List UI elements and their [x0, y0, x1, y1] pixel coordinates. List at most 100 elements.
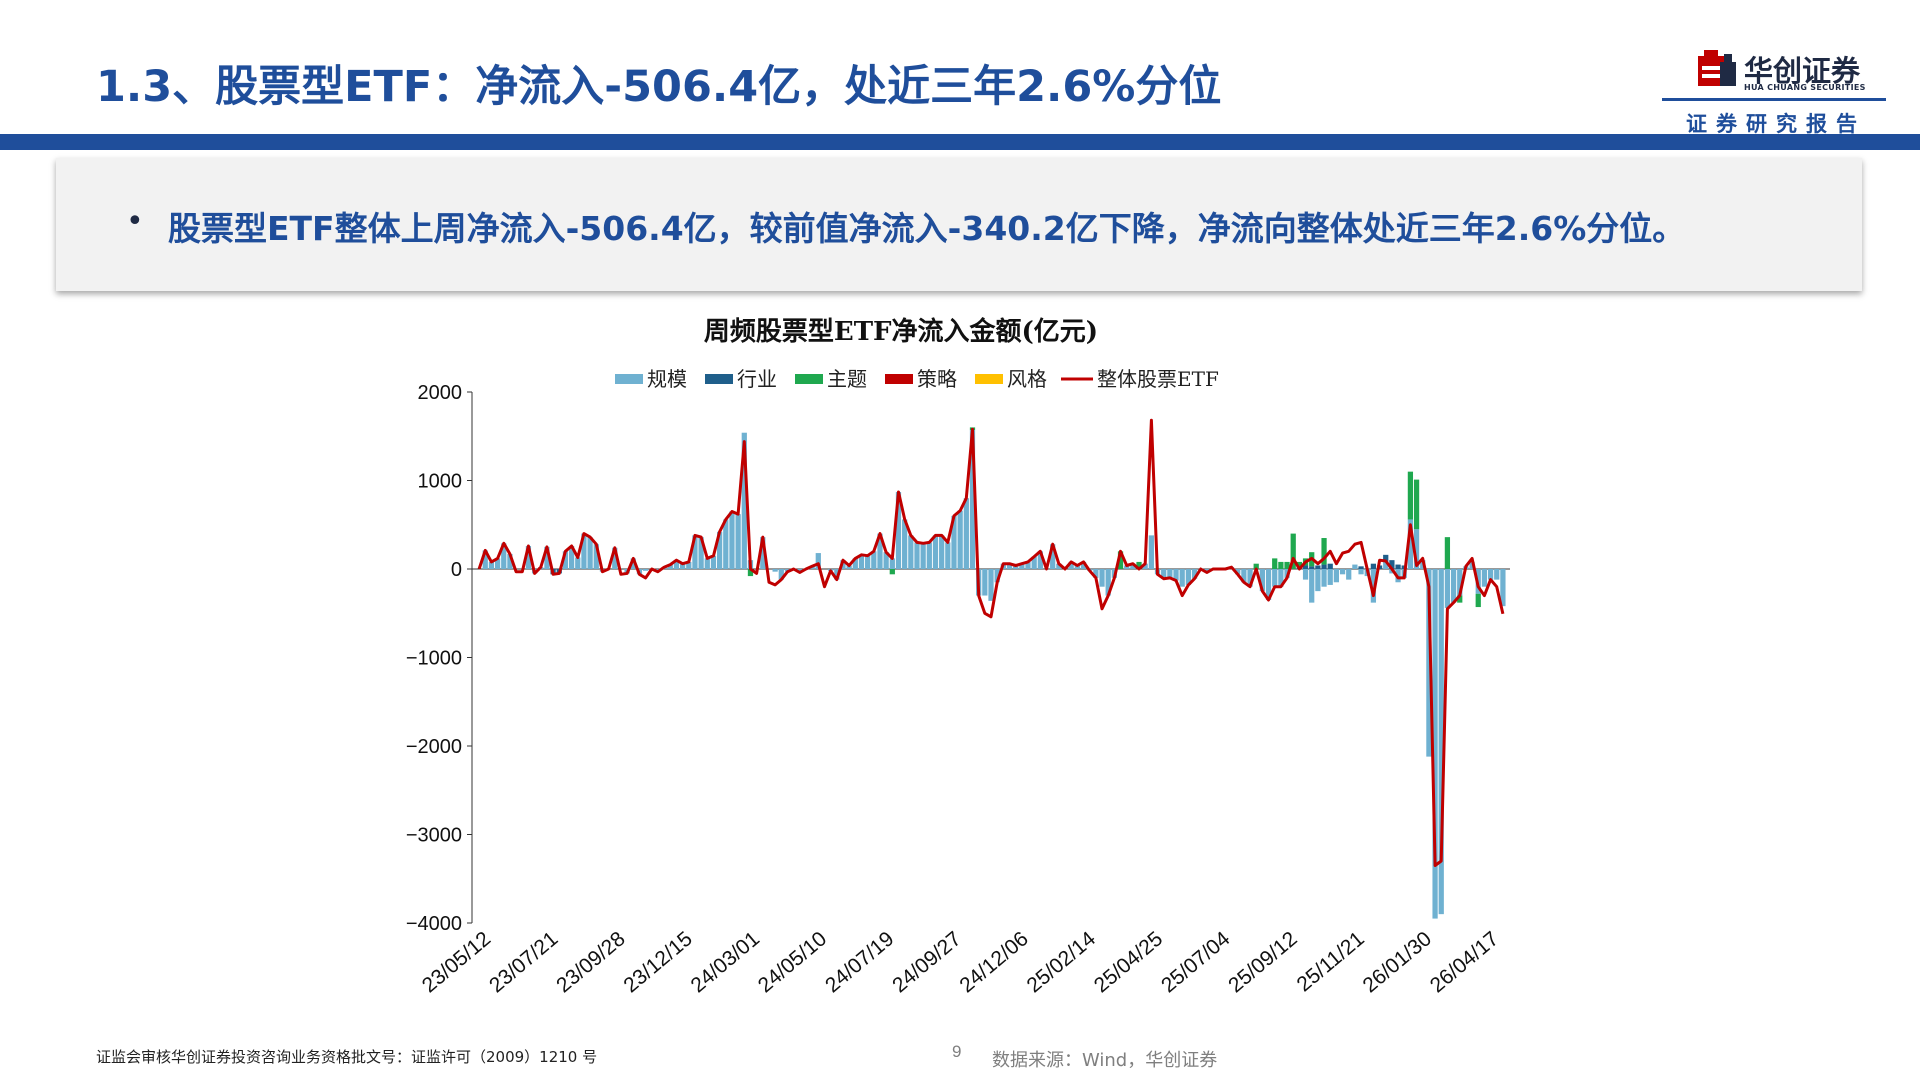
- bar-规模-78: [957, 510, 963, 569]
- y-tick-label: −4000: [406, 913, 462, 935]
- report-tagline: 证券研究报告: [1686, 111, 1866, 136]
- bar-规模-136: [1315, 569, 1321, 592]
- bar-主题-159: [1457, 595, 1463, 603]
- bar-规模-114: [1179, 569, 1185, 587]
- legend-label-1: 行业: [737, 367, 777, 391]
- bar-规模-108: [1142, 563, 1148, 569]
- bar-规模-141: [1346, 569, 1352, 580]
- bar-规模-66: [883, 552, 889, 569]
- title-banner: [0, 134, 1920, 150]
- bar-规模-135: [1309, 569, 1315, 603]
- bar-规模-115: [1185, 569, 1191, 585]
- bar-规模-129: [1272, 569, 1278, 587]
- y-tick-label: 1000: [418, 471, 463, 493]
- bar-规模-69: [902, 519, 908, 569]
- data-source: 数据来源：Wind，华创证券: [992, 1050, 1218, 1071]
- bar-规模-90: [1031, 556, 1037, 569]
- bar-规模-94: [1056, 563, 1062, 569]
- y-tick-label: 2000: [418, 382, 463, 404]
- bar-主题-130: [1278, 561, 1284, 569]
- x-tick-label: 24/07/19: [821, 927, 898, 997]
- x-tick-label: 23/09/28: [552, 927, 629, 997]
- bar-规模-158: [1450, 569, 1457, 603]
- bar-规模-37: [704, 558, 710, 569]
- bar-规模-61: [852, 558, 858, 569]
- bar-行业-137: [1321, 564, 1327, 569]
- bar-规模-106: [1130, 563, 1136, 569]
- bar-主题-104: [1117, 551, 1124, 569]
- bar-规模-18: [587, 537, 593, 569]
- x-tick-label: 25/02/14: [1023, 927, 1101, 997]
- bar-规模-101: [1099, 569, 1105, 587]
- bar-规模-163: [1481, 569, 1488, 587]
- bar-主题-131: [1284, 561, 1290, 569]
- bar-规模-166: [1500, 569, 1506, 607]
- bar-主题-107: [1136, 561, 1142, 569]
- legend-label-2: 主题: [827, 367, 867, 391]
- bar-行业-138: [1327, 563, 1333, 569]
- line-total-etf: [477, 418, 1505, 867]
- bar-规模-100: [1093, 569, 1099, 578]
- bar-规模-72: [920, 543, 926, 569]
- bar-规模-31: [667, 564, 673, 569]
- bar-规模-154: [1426, 569, 1432, 757]
- bar-规模-113: [1173, 569, 1179, 581]
- bar-规模-89: [1025, 561, 1031, 569]
- bar-规模-96: [1068, 561, 1074, 569]
- bar-主题-137: [1321, 538, 1327, 565]
- brand-divider: [1662, 98, 1886, 101]
- y-tick-label: −3000: [406, 825, 462, 847]
- bar-规模-156: [1438, 569, 1444, 915]
- legend-swatch-2: [795, 374, 823, 384]
- bar-规模-143: [1358, 569, 1364, 575]
- x-tick-label: 23/05/12: [418, 927, 495, 997]
- bar-规模-41: [729, 511, 735, 569]
- page-number: 9: [952, 1042, 962, 1061]
- bar-规模-32: [673, 560, 680, 569]
- bar-规模-4: [501, 543, 507, 569]
- x-tick-label: 26/01/30: [1359, 927, 1436, 997]
- bar-规模-152: [1413, 529, 1420, 569]
- bar-规模-116: [1191, 569, 1198, 579]
- bar-规模-80: [969, 430, 976, 569]
- footer-license-note: 证监会审核华创证券投资咨询业务资格批文号：证监许可（2009）1210 号: [96, 1048, 598, 1066]
- bar-规模-130: [1278, 569, 1284, 587]
- bar-主题-126: [1253, 563, 1259, 569]
- bar-规模-142: [1352, 564, 1358, 569]
- bar-行业-143: [1358, 566, 1364, 569]
- bar-规模-63: [865, 555, 871, 569]
- bar-规模-84: [994, 569, 1000, 583]
- bar-规模-137: [1321, 569, 1327, 587]
- bar-规模-62: [858, 554, 865, 569]
- bar-规模-2: [488, 561, 495, 569]
- bar-规模-93: [1050, 544, 1056, 569]
- bar-规模-48: [772, 569, 778, 572]
- bar-行业-147: [1383, 554, 1389, 562]
- bar-行业-148: [1389, 560, 1395, 569]
- bar-规模-19: [593, 544, 599, 569]
- bar-规模-147: [1383, 561, 1389, 569]
- bar-规模-52: [797, 569, 803, 573]
- bar-规模-58: [834, 569, 840, 580]
- bar-规模-112: [1167, 569, 1173, 578]
- bar-规模-35: [692, 535, 698, 569]
- etf-flow-chart: 周频股票型ETF净流入金额(亿元) 规模 行业 主题 策略 风格 整体股票ETF 2000 10…: [406, 316, 1510, 997]
- bar-规模-157: [1444, 569, 1451, 608]
- bar-规模-128: [1265, 569, 1272, 600]
- bar-规模-27: [642, 569, 649, 571]
- bar-规模-16: [575, 557, 581, 569]
- bar-规模-49: [778, 569, 784, 580]
- bar-主题-67: [889, 569, 895, 575]
- bar-主题-162: [1475, 593, 1481, 608]
- bar-规模-140: [1339, 569, 1346, 575]
- bar-规模-138: [1327, 569, 1333, 585]
- bar-规模-68: [895, 492, 902, 569]
- bar-规模-3: [494, 558, 501, 569]
- x-tick-label: 24/12/06: [955, 927, 1032, 997]
- bar-规模-125: [1247, 569, 1253, 587]
- bar-规模-46: [760, 537, 766, 569]
- legend-swatch-0: [615, 374, 643, 384]
- bar-主题-132: [1290, 533, 1296, 569]
- bar-规模-40: [723, 519, 729, 569]
- summary-text: 股票型ETF整体上周净流入-506.4亿，较前值净流入-340.2亿下降，净流向…: [168, 209, 1686, 248]
